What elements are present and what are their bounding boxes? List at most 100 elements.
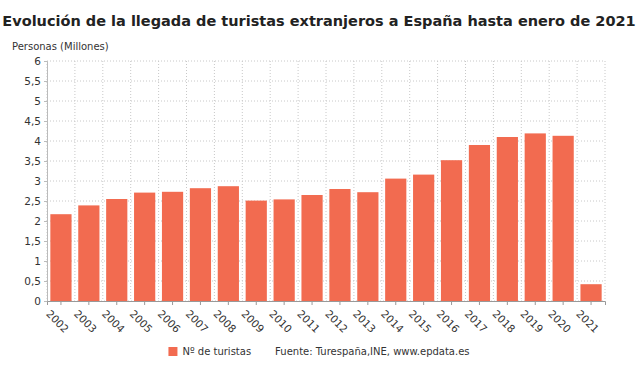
x-tick-label: 2017: [462, 307, 489, 334]
x-tick-mark: [423, 301, 424, 305]
bar: [385, 179, 406, 301]
x-tick-mark: [563, 301, 564, 305]
grid-line-vertical: [521, 61, 522, 301]
bar: [357, 192, 378, 301]
x-tick-label: 2008: [211, 307, 238, 334]
x-tick: 2005: [128, 301, 155, 335]
grid-line: [47, 201, 605, 202]
y-tick: 2,5: [24, 195, 47, 207]
legend-swatch: [168, 347, 177, 356]
x-tick: 2008: [211, 301, 238, 335]
x-tick-mark: [60, 301, 61, 305]
bar: [78, 205, 99, 301]
x-tick-label: 2002: [44, 307, 71, 334]
x-tick-mark: [228, 301, 229, 305]
y-tick: 5,5: [24, 75, 47, 87]
x-tick-label: 2013: [351, 307, 378, 334]
y-tick: 6: [34, 55, 47, 67]
x-tick: 2014: [379, 301, 407, 335]
chart: Evolución de la llegada de turistas extr…: [0, 0, 638, 375]
x-tick-label: 2011: [295, 307, 322, 334]
y-tick-label: 0,5: [24, 275, 41, 287]
x-tick-mark: [284, 301, 285, 305]
legend-label: Nº de turistas: [182, 346, 251, 357]
x-tick-mark: [535, 301, 536, 305]
x-tick-label: 2021: [574, 307, 601, 334]
grid-line-vertical: [102, 61, 103, 301]
x-tick-mark: [339, 301, 340, 305]
x-tick-label: 2019: [518, 307, 545, 334]
y-tick: 0,5: [24, 275, 47, 287]
grid-line-vertical: [493, 61, 494, 301]
grid-line-vertical: [214, 61, 215, 301]
y-axis-title: Personas (Millones): [12, 41, 109, 52]
x-tick: 2021: [574, 301, 601, 335]
y-tick-mark: [44, 81, 47, 82]
grid-line-vertical: [298, 61, 299, 301]
x-tick: 2002: [44, 301, 71, 335]
bar: [274, 199, 295, 301]
x-tick-label: 2014: [379, 307, 407, 335]
bar: [134, 193, 155, 301]
x-tick-mark: [88, 301, 89, 305]
x-tick: 2004: [100, 301, 128, 335]
grid-line-vertical: [437, 61, 438, 301]
bar: [162, 192, 183, 301]
y-tick-mark: [44, 61, 47, 62]
y-tick-mark: [44, 281, 47, 282]
x-tick: 2011: [295, 301, 322, 335]
y-tick-mark: [44, 121, 47, 122]
y-tick-label: 2,5: [24, 195, 41, 207]
x-tick: 2007: [183, 301, 210, 335]
x-tick-mark: [312, 301, 313, 305]
y-tick-mark: [44, 181, 47, 182]
grid-line-vertical: [130, 61, 131, 301]
y-tick: 1,5: [24, 235, 47, 247]
x-tick: 2016: [435, 301, 463, 335]
y-tick-label: 1: [34, 255, 41, 267]
plot: 00,511,522,533,544,555,56200220032004200…: [24, 55, 605, 335]
y-tick-label: 2: [34, 215, 41, 227]
bar: [469, 145, 490, 301]
x-tick: 2009: [239, 301, 266, 335]
x-tick-label: 2018: [490, 307, 517, 334]
grid-line-vertical: [549, 61, 550, 301]
grid-line: [47, 81, 605, 82]
y-tick: 3: [34, 175, 47, 187]
bar: [413, 175, 434, 301]
y-tick-label: 4,5: [24, 115, 41, 127]
y-tick: 4: [34, 135, 47, 147]
x-tick-mark: [591, 301, 592, 305]
y-tick-label: 5,5: [24, 75, 41, 87]
x-tick-mark: [172, 301, 173, 305]
bar: [441, 160, 462, 301]
x-tick: 2012: [323, 301, 350, 335]
bar: [329, 189, 350, 301]
x-tick-label: 2015: [407, 307, 434, 334]
x-tick: 2006: [156, 301, 184, 335]
x-tick-mark: [116, 301, 117, 305]
x-tick-label: 2003: [72, 307, 99, 334]
bar: [246, 201, 267, 301]
x-axis: 2002200320042005200620072008200920102011…: [44, 301, 606, 335]
title: Evolución de la llegada de turistas extr…: [2, 13, 635, 29]
y-tick-mark: [44, 241, 47, 242]
grid-line-vertical: [186, 61, 187, 301]
y-tick-label: 4: [34, 135, 41, 147]
x-tick-mark: [479, 301, 480, 305]
y-axis: 00,511,522,533,544,555,56: [24, 55, 47, 307]
x-tick-label: 2016: [435, 307, 463, 335]
grid-line-vertical: [381, 61, 382, 301]
y-tick-mark: [44, 201, 47, 202]
x-axis-line: [48, 302, 606, 306]
source: Fuente: Turespaña,INE, www.epdata.es: [275, 346, 469, 357]
x-tick-label: 2012: [323, 307, 350, 334]
bar: [525, 133, 546, 301]
x-tick: 2018: [490, 301, 517, 335]
y-axis-line: [44, 62, 48, 302]
bar: [580, 284, 601, 301]
x-tick-label: 2010: [267, 307, 294, 334]
x-tick: 2003: [72, 301, 99, 335]
y-tick: 0: [34, 295, 47, 307]
y-tick-label: 3: [34, 175, 41, 187]
